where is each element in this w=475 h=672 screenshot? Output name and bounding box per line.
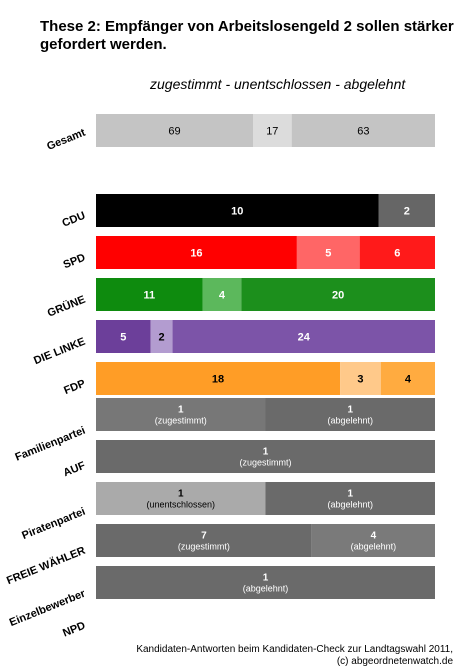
category-label: FDP	[62, 378, 87, 397]
data-label: (abgelehnt)	[327, 416, 373, 426]
category-label: CDU	[61, 210, 88, 230]
bar-segment	[96, 362, 341, 395]
bar-segment	[96, 524, 312, 557]
category-label: FREIE WÄHLER	[5, 544, 88, 587]
data-label: 3	[357, 374, 363, 386]
data-label: 18	[212, 374, 224, 386]
data-label: 1	[347, 489, 353, 500]
category-label: NPD	[61, 620, 87, 640]
data-label: 2	[404, 206, 410, 218]
data-label: (zugestimmt)	[155, 416, 207, 426]
bar-segment	[241, 278, 435, 311]
bar-segment	[296, 236, 360, 269]
footer-copyright-line: (c) abgeordnetenwatch.de	[336, 656, 453, 667]
bar-segment	[265, 398, 435, 431]
bar-segment	[96, 194, 379, 227]
data-label: (zugestimmt)	[239, 458, 291, 468]
data-label: 5	[120, 332, 126, 344]
bar-segment	[378, 194, 435, 227]
data-label: 24	[298, 332, 311, 344]
bar-segment	[252, 114, 292, 147]
data-label: 2	[159, 332, 165, 344]
data-label: 4	[405, 374, 412, 386]
data-label: 16	[190, 248, 202, 260]
bar-segment	[291, 114, 435, 147]
bar-segment	[96, 278, 203, 311]
data-label: (zugestimmt)	[178, 542, 230, 552]
bar-segment	[172, 320, 435, 353]
bar-segment	[340, 362, 381, 395]
data-label: 1	[263, 447, 269, 458]
category-label: DIE LINKE	[32, 336, 87, 368]
bar-segment	[202, 278, 242, 311]
data-label: 69	[168, 126, 180, 138]
bar-segment	[96, 114, 253, 147]
bar-segment	[96, 440, 435, 473]
data-label: 63	[357, 126, 369, 138]
category-label: Gesamt	[45, 127, 87, 153]
bar-segment	[150, 320, 173, 353]
data-label: 10	[231, 206, 243, 218]
bar-segment	[96, 566, 435, 599]
data-label: 6	[394, 248, 400, 260]
chart-title: These 2: Empfänger von Arbeitslosengeld …	[40, 18, 454, 53]
bar-segment	[96, 398, 266, 431]
footer-source-line: Kandidaten-Antworten beim Kandidaten-Che…	[136, 644, 453, 655]
data-label: 1	[347, 405, 353, 416]
category-label: GRÜNE	[45, 293, 87, 320]
data-label: 7	[201, 531, 207, 542]
data-label: 11	[143, 290, 155, 302]
category-label: Familienpartei	[13, 425, 87, 464]
data-label: 20	[332, 290, 344, 302]
bar-segment	[265, 482, 435, 515]
data-label: 5	[325, 248, 331, 260]
data-label: (abgelehnt)	[351, 542, 397, 552]
bar-segment	[96, 320, 151, 353]
bar-segment	[380, 362, 435, 395]
data-label: 17	[266, 126, 278, 138]
chart-subtitle: zugestimmt - unentschlossen - abgelehnt	[150, 76, 406, 92]
category-label: AUF	[62, 460, 88, 480]
data-label: (abgelehnt)	[243, 584, 289, 594]
footer: Kandidaten-Antworten beim Kandidaten-Che…	[136, 644, 453, 668]
data-label: 1	[178, 489, 184, 500]
data-label: (unentschlossen)	[146, 500, 215, 510]
bar-segment	[96, 236, 297, 269]
data-label: 1	[178, 405, 184, 416]
data-label: 4	[219, 290, 226, 302]
bar-segment	[96, 482, 266, 515]
category-label: Piratenpartei	[20, 506, 87, 542]
category-label: SPD	[62, 252, 88, 272]
data-label: 4	[371, 531, 377, 542]
bar-segment	[359, 236, 435, 269]
bar-segment	[311, 524, 435, 557]
data-label: 1	[263, 573, 269, 584]
data-label: (abgelehnt)	[327, 500, 373, 510]
